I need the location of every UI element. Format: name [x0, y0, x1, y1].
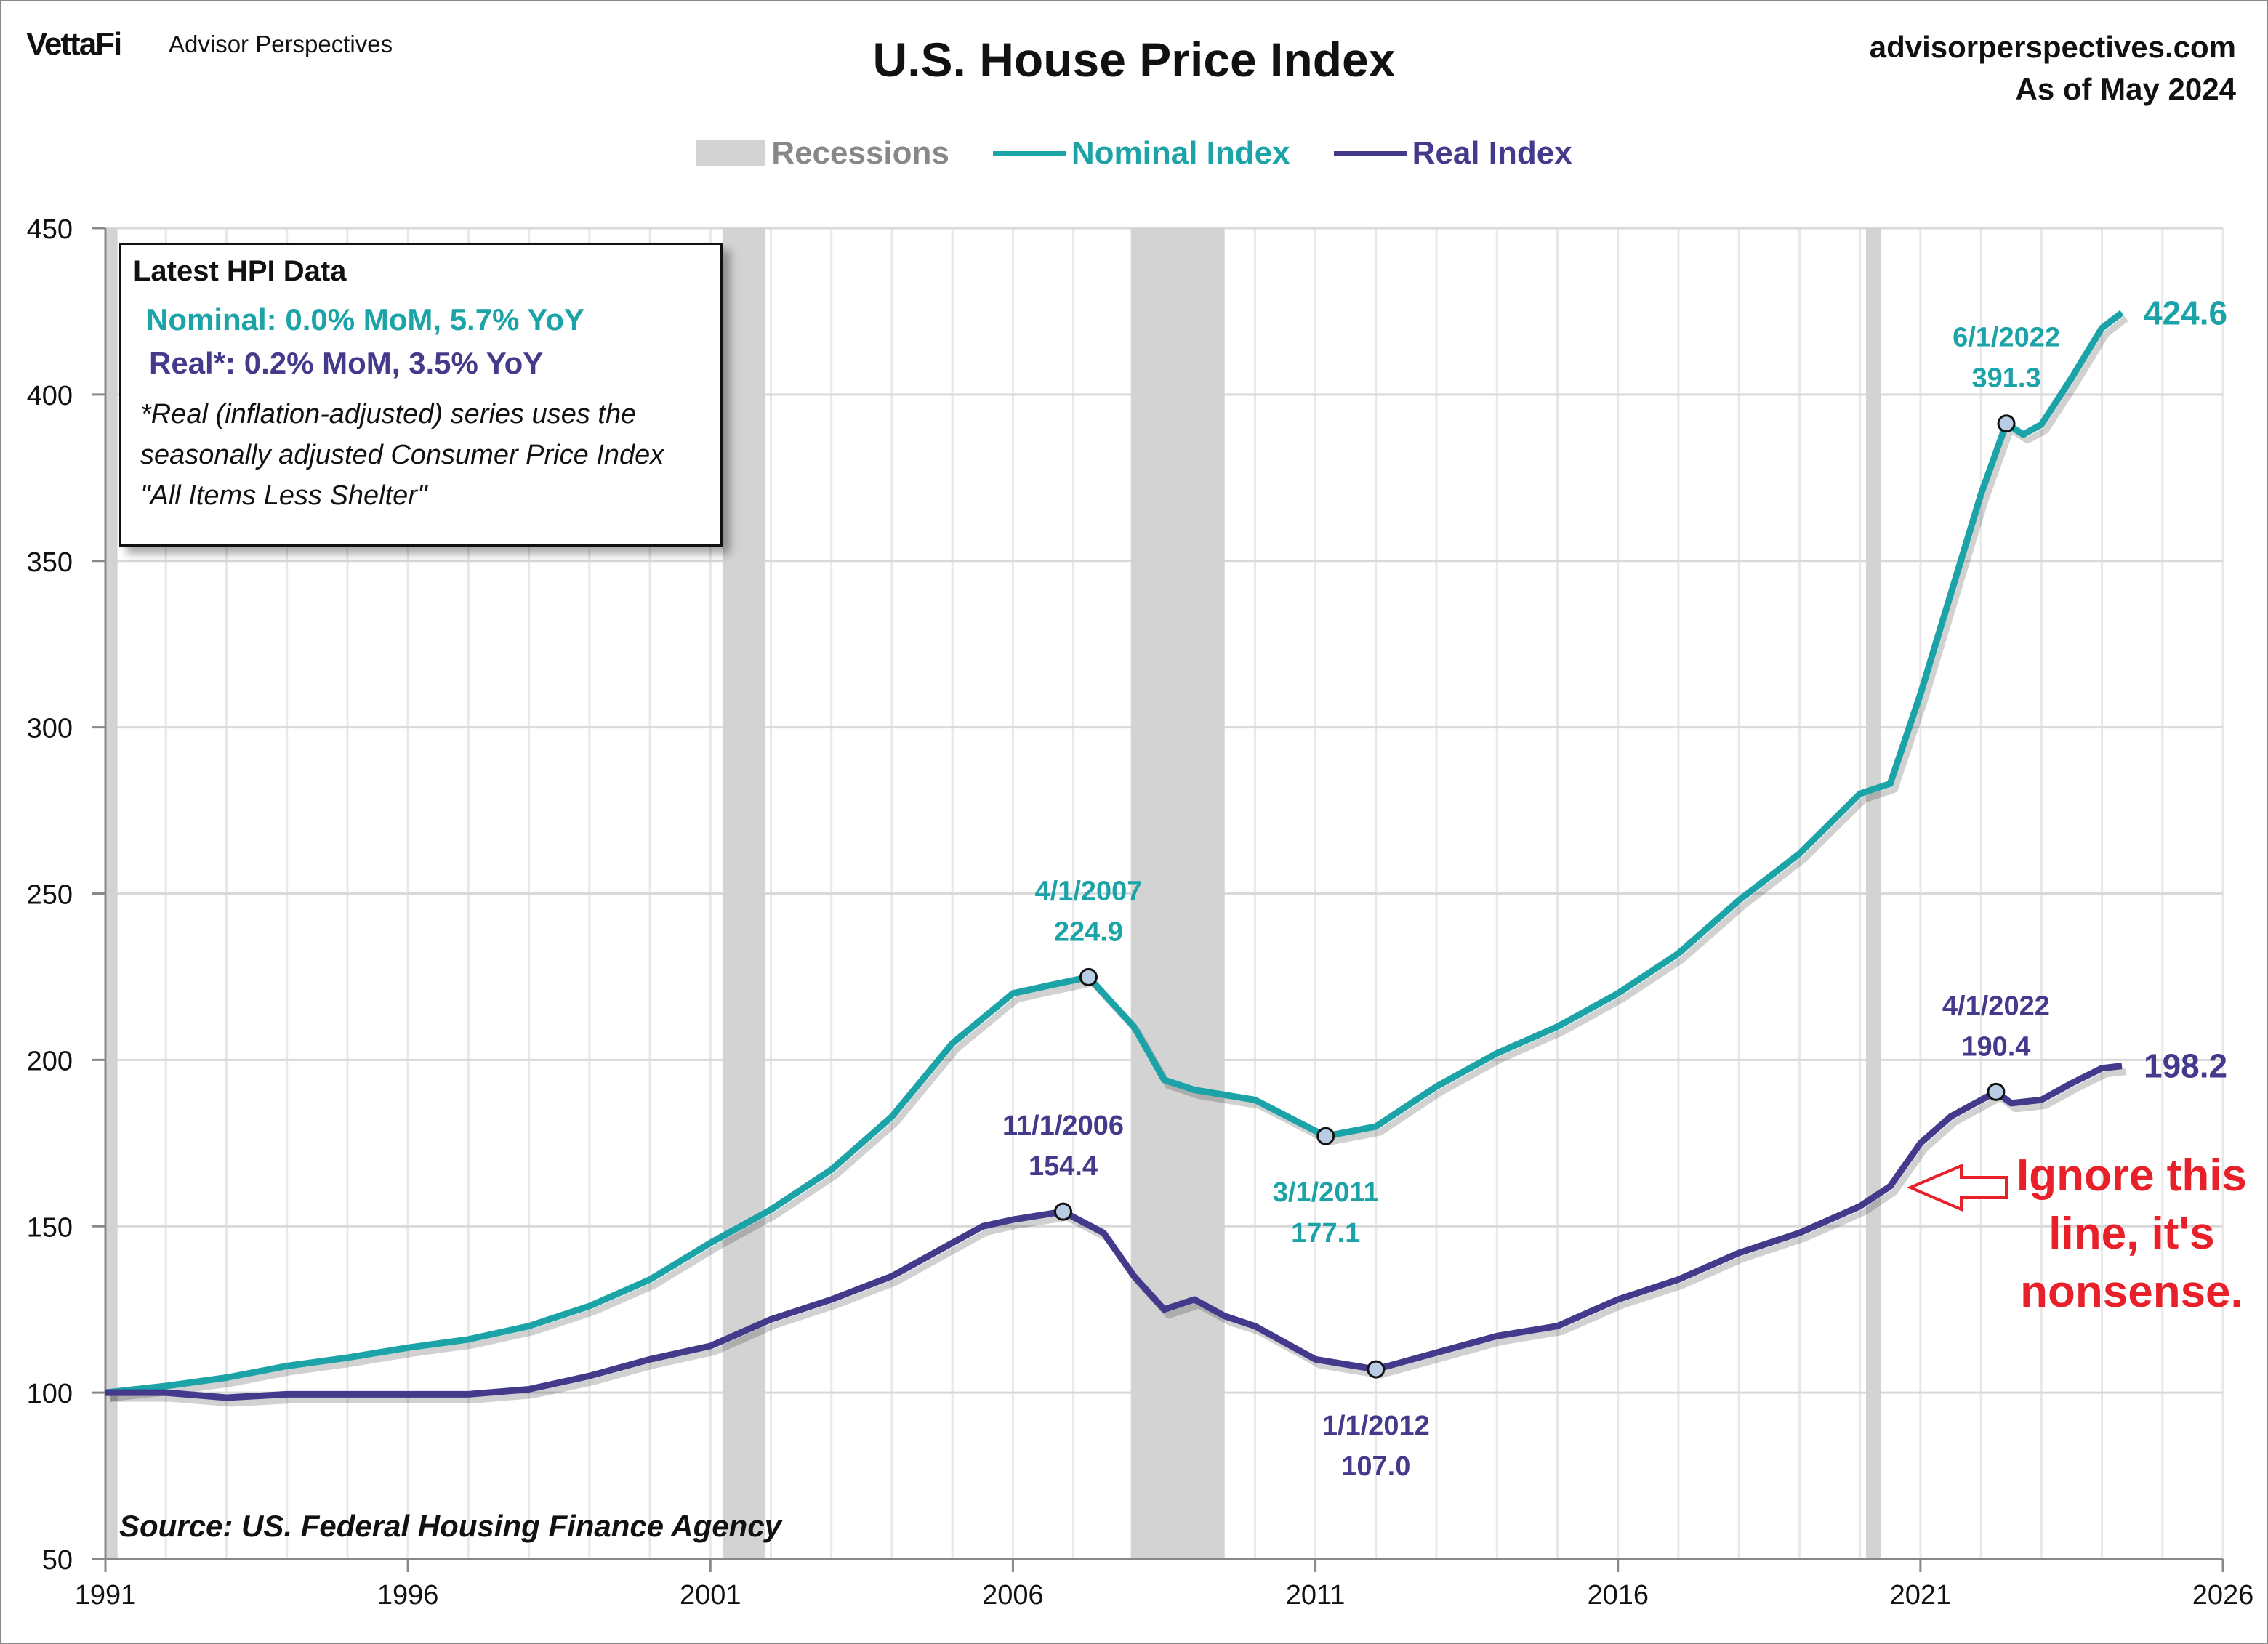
arrow-left-icon: [1906, 1163, 2008, 1212]
legend-recessions: Recessions: [696, 135, 949, 172]
recession-band: [1865, 228, 1881, 1559]
real-swatch: [1333, 150, 1407, 156]
as-of-date: As of May 2024: [2015, 72, 2236, 106]
chart-title: U.S. House Price Index: [872, 33, 1396, 86]
annotation-date: 3/1/2011: [1273, 1177, 1379, 1208]
y-tick-label: 400: [27, 381, 73, 411]
legend-label: Nominal Index: [1071, 135, 1290, 171]
x-tick-label: 2006: [982, 1580, 1044, 1611]
series-line-nominal-index: [105, 310, 2124, 1396]
last-value-label: 198.2: [2144, 1047, 2227, 1085]
annotation-date: 4/1/2022: [1942, 991, 2050, 1021]
recession-band: [722, 228, 765, 1559]
annotation-value: 224.9: [1054, 916, 1123, 947]
legend-real: Real Index: [1333, 135, 1572, 172]
x-tick-label: 2026: [2192, 1580, 2254, 1611]
x-tick-label: 1991: [75, 1580, 137, 1611]
peak-marker: [1367, 1360, 1386, 1379]
recession-band: [1130, 228, 1225, 1559]
infobox-title: Latest HPI Data: [133, 255, 347, 287]
y-tick-label: 200: [27, 1046, 73, 1076]
y-tick-label: 450: [27, 214, 73, 245]
legend-label: Real Index: [1412, 135, 1572, 171]
annotation-value: 107.0: [1341, 1451, 1410, 1482]
y-tick-label: 300: [27, 714, 73, 744]
series-shadow: [109, 315, 2128, 1402]
peak-marker: [1997, 414, 2016, 433]
annotation-value: 190.4: [1961, 1031, 2030, 1062]
y-tick-label: 350: [27, 547, 73, 578]
y-tick-label: 50: [42, 1545, 73, 1576]
peak-marker: [1987, 1082, 2006, 1101]
series-line-real-index: [105, 1063, 2123, 1401]
annotation-date: 1/1/2012: [1322, 1411, 1430, 1441]
nominal-swatch: [992, 150, 1066, 156]
legend-nominal: Nominal Index: [992, 135, 1290, 172]
x-tick-label: 2011: [1286, 1580, 1346, 1611]
latest-hpi-box: Latest HPI Data Nominal: 0.0% MoM, 5.7% …: [119, 243, 723, 547]
x-tick-label: 1996: [377, 1580, 439, 1611]
annotation-value: 177.1: [1291, 1218, 1360, 1249]
peak-marker: [1079, 967, 1098, 986]
peak-marker: [1316, 1127, 1335, 1145]
y-tick-label: 150: [27, 1212, 73, 1243]
annotation-line: line, it's: [2048, 1209, 2215, 1259]
y-tick-label: 250: [27, 880, 73, 911]
annotation-line: nonsense.: [2020, 1267, 2243, 1317]
annotation-value: 391.3: [1971, 363, 2040, 394]
recession-band: [105, 228, 118, 1559]
last-value-label: 424.6: [2144, 294, 2227, 331]
x-tick-label: 2021: [1890, 1580, 1952, 1611]
source-note: Source: US. Federal Housing Finance Agen…: [119, 1509, 781, 1543]
peak-marker: [1054, 1202, 1073, 1221]
legend: Recessions Nominal Index Real Index: [0, 135, 2268, 172]
infobox-note: *Real (inflation-adjusted) series uses t…: [140, 399, 664, 511]
annotation-line: Ignore this: [2016, 1151, 2247, 1201]
site-url: advisorperspectives.com: [1869, 30, 2236, 64]
annotation-date: 6/1/2022: [1953, 323, 2060, 353]
annotation-date: 11/1/2006: [1002, 1111, 1124, 1141]
ignore-annotation: Ignore this line, it's nonsense.: [2016, 1147, 2247, 1321]
x-tick-label: 2001: [680, 1580, 741, 1611]
site-info: advisorperspectives.com As of May 2024: [1870, 26, 2236, 110]
annotation-value: 154.4: [1029, 1151, 1098, 1182]
y-tick-label: 100: [27, 1379, 73, 1409]
recession-swatch: [696, 140, 766, 166]
infobox-real: Real*: 0.2% MoM, 3.5% YoY: [149, 346, 544, 380]
x-tick-label: 2016: [1587, 1580, 1649, 1611]
brand-name: Advisor Perspectives: [169, 31, 393, 57]
infobox-nominal: Nominal: 0.0% MoM, 5.7% YoY: [146, 302, 584, 337]
vettafi-logo: VettaFi: [26, 26, 122, 62]
legend-label: Recessions: [771, 135, 949, 171]
annotation-date: 4/1/2007: [1035, 876, 1143, 906]
